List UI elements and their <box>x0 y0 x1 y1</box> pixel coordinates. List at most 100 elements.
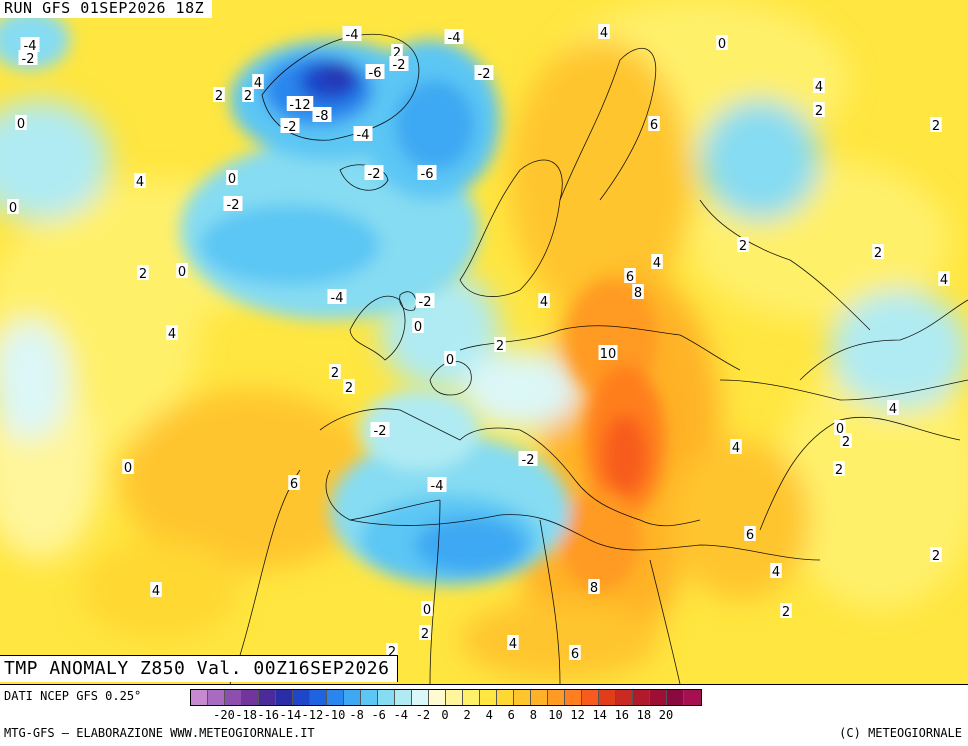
contour-label: 4 <box>772 565 780 580</box>
map-title: TMP ANOMALY Z850 Val. 00Z16SEP2026 <box>0 655 399 682</box>
contour-label: 0 <box>228 172 236 187</box>
contour-label-bg <box>834 420 846 435</box>
contour-label: 2 <box>393 46 401 61</box>
contour-label-bg <box>598 24 610 39</box>
contour-label: 8 <box>634 286 642 301</box>
color-scale-tick: -16 <box>257 708 280 722</box>
contour-label-bg <box>474 65 494 80</box>
contour-label-bg <box>7 199 19 214</box>
contour-label-bg <box>137 265 149 280</box>
color-scale-tick: -4 <box>393 708 409 722</box>
color-scale-swatch <box>310 690 327 705</box>
contour-label-bg <box>538 293 550 308</box>
contour-label-bg <box>226 170 238 185</box>
contour-label: 2 <box>874 246 882 261</box>
color-scale-swatch <box>259 690 276 705</box>
contour-label-bg <box>365 64 385 79</box>
color-scale-swatch <box>276 690 293 705</box>
contour-label-bg <box>648 116 660 131</box>
contour-label: -2 <box>368 167 381 182</box>
contour-label-bg <box>312 107 332 122</box>
contour-label: -4 <box>331 291 344 306</box>
contour-label-bg <box>415 293 435 308</box>
contour-label: 2 <box>842 435 850 450</box>
contour-label: 4 <box>509 637 517 652</box>
color-scale-swatch <box>616 690 633 705</box>
contour-label-bg <box>353 126 373 141</box>
contour-label: 6 <box>650 118 658 133</box>
contour-label-bg <box>780 603 792 618</box>
color-scale-tick: -18 <box>235 708 257 722</box>
contour-label: 4 <box>168 327 176 342</box>
color-scale-swatch <box>650 690 667 705</box>
contour-label-bg <box>427 477 447 492</box>
contour-label-bg <box>122 459 134 474</box>
contour-label: 2 <box>932 119 940 134</box>
color-scale-swatch <box>565 690 582 705</box>
contour-label: -6 <box>369 66 382 81</box>
contour-label-bg <box>166 325 178 340</box>
contour-label: 4 <box>600 26 608 41</box>
contour-label-bg <box>887 400 899 415</box>
color-scale-tick: 8 <box>529 708 538 722</box>
legend-footer: DATI NCEP GFS 0.25° -20 -18 -16 -14 -12 -10 -8… <box>0 684 968 746</box>
contour-label-bg <box>391 44 403 59</box>
contour-label: 0 <box>414 320 422 335</box>
color-scale-tick: 0 <box>441 708 449 722</box>
contour-label: 6 <box>571 647 579 662</box>
contour-label: 0 <box>446 353 454 368</box>
color-scale-swatch <box>242 690 259 705</box>
contour-label: -4 <box>431 479 444 494</box>
color-scale-swatch <box>293 690 310 705</box>
contour-label-bg <box>930 117 942 132</box>
contour-label-bg <box>716 35 728 50</box>
contour-label-bg <box>134 173 146 188</box>
contour-label-bg <box>651 254 663 269</box>
contour-label-bg <box>507 635 519 650</box>
contour-label-bg <box>370 422 390 437</box>
color-scale-swatch <box>463 690 480 705</box>
contour-label: 8 <box>590 581 598 596</box>
contour-label: -8 <box>316 109 329 124</box>
contour-label: 4 <box>732 441 740 456</box>
contour-label-bg <box>588 579 600 594</box>
contour-label-bg <box>518 451 538 466</box>
contour-label: -4 <box>346 28 359 43</box>
color-scale-tick: -14 <box>279 708 302 722</box>
color-scale-swatch <box>361 690 378 705</box>
color-scale-swatch <box>344 690 361 705</box>
contour-label-bg <box>938 271 950 286</box>
contour-label: 2 <box>739 239 747 254</box>
contour-label: 2 <box>835 463 843 478</box>
contour-label-bg <box>598 345 618 360</box>
contour-label: 0 <box>718 37 726 52</box>
contour-label-bg <box>417 165 437 180</box>
contour-label: 6 <box>626 270 634 285</box>
color-scale-tick: -20 <box>213 708 235 722</box>
contour-label-bg <box>280 118 300 133</box>
contour-label: -6 <box>421 167 434 182</box>
contour-label-bg <box>242 87 254 102</box>
color-scale-tick: -8 <box>349 708 364 722</box>
color-scale-tick: 10 <box>548 708 563 722</box>
contour-label-bg <box>840 433 852 448</box>
contour-label: 0 <box>17 117 25 132</box>
color-scale-swatch <box>412 690 429 705</box>
contour-label-bg <box>15 115 27 130</box>
color-scale-swatch <box>497 690 514 705</box>
contour-label-bg <box>342 26 362 41</box>
contour-label-bg <box>412 318 424 333</box>
contour-label-bg <box>632 284 644 299</box>
contour-label-bg <box>286 96 314 111</box>
color-scale-tick: -6 <box>371 708 386 722</box>
contour-label: 6 <box>290 477 298 492</box>
color-scale-tick: 16 <box>614 708 630 722</box>
contour-label: 4 <box>815 80 823 95</box>
contour-label-bg <box>223 196 243 211</box>
run-label: RUN GFS 01SEP2026 18Z <box>0 0 213 18</box>
contour-label: 2 <box>345 381 353 396</box>
contour-label: 0 <box>9 201 17 216</box>
contour-label: -2 <box>522 453 535 468</box>
contour-label-bg <box>252 74 264 89</box>
contour-label-bg <box>150 582 162 597</box>
